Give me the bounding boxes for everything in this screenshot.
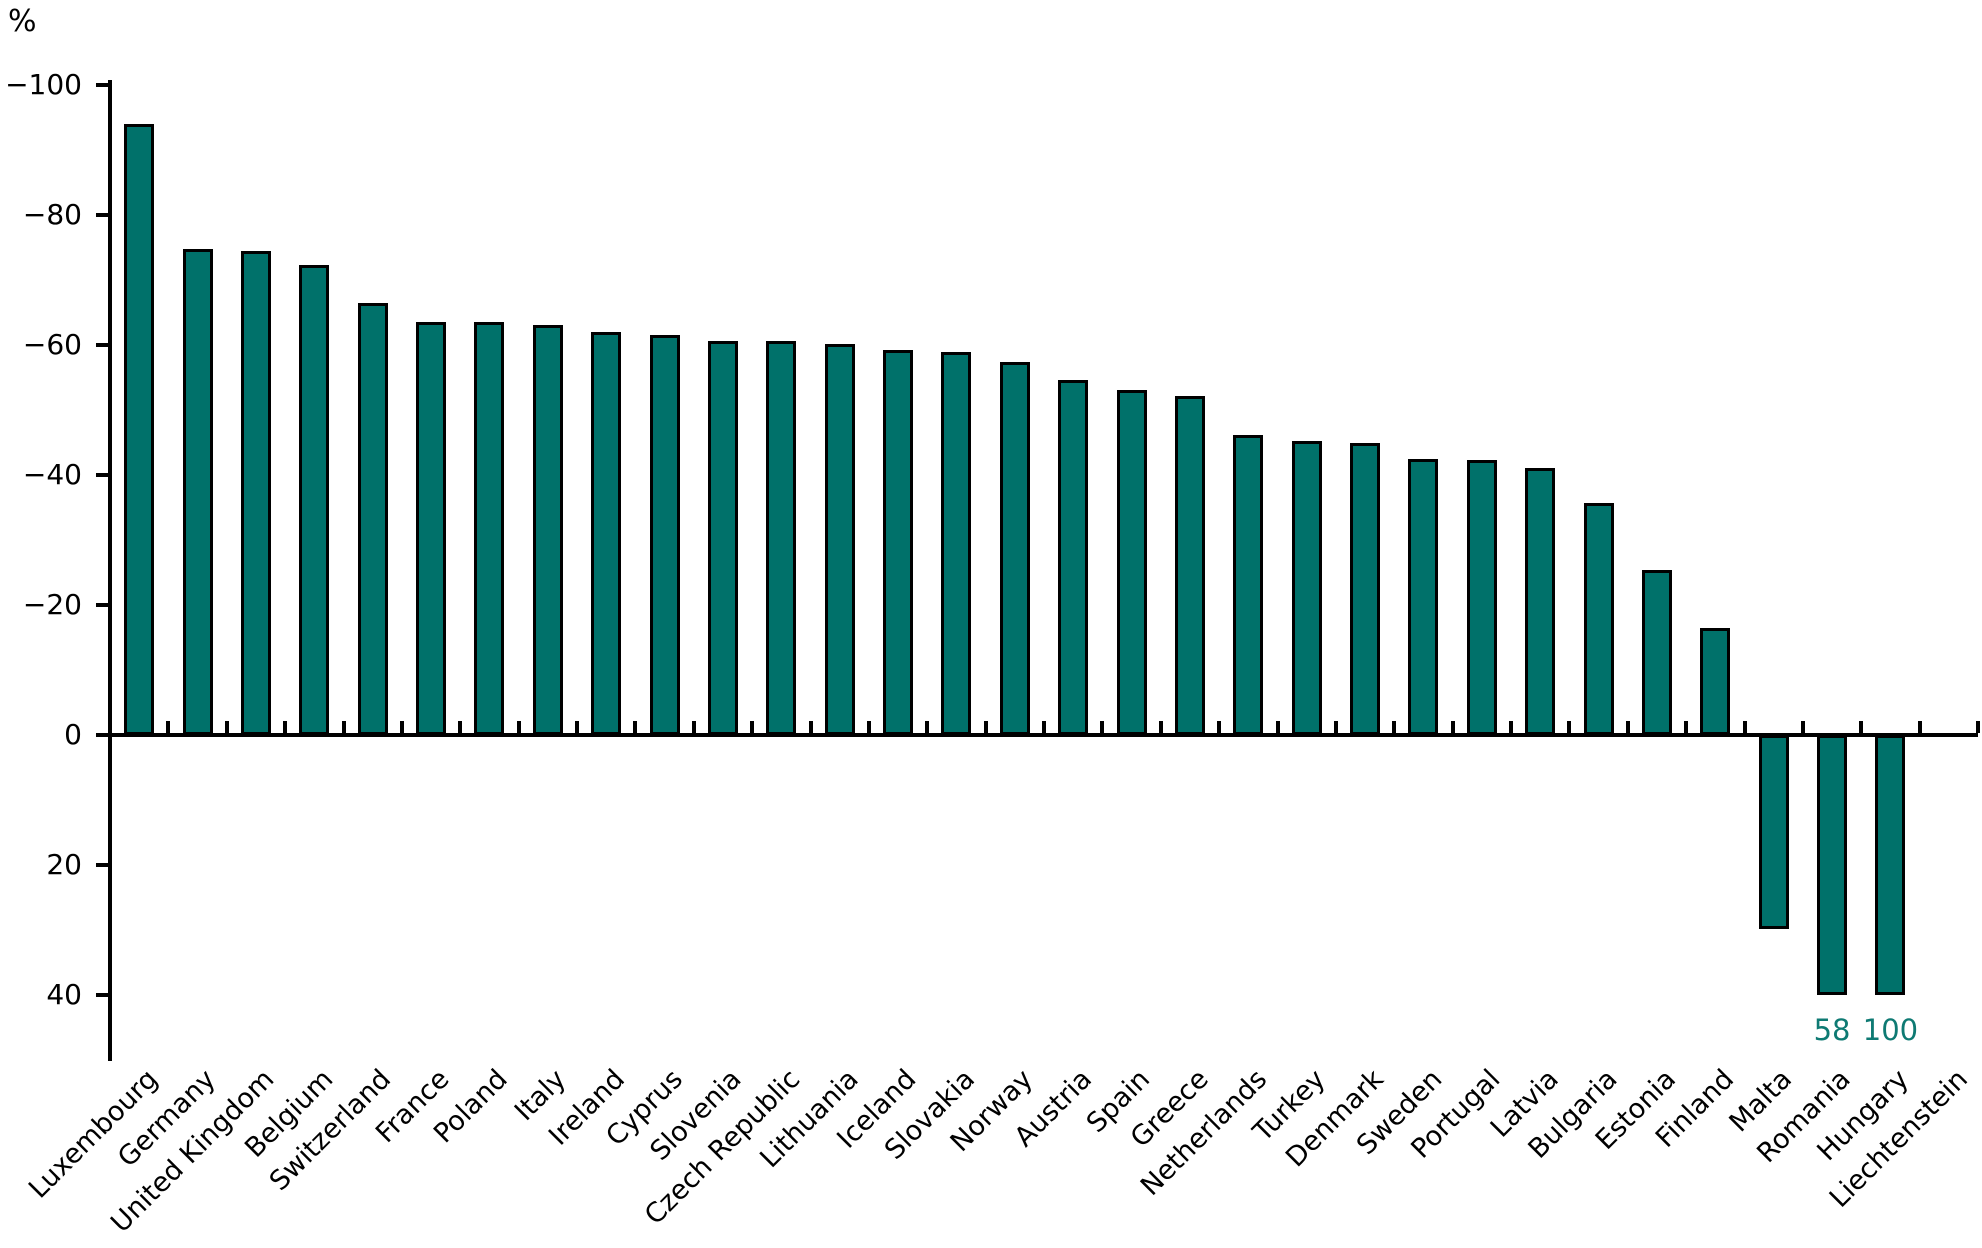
x-axis-tick	[458, 721, 463, 733]
y-axis-tick	[96, 733, 110, 737]
bar-estonia	[1641, 569, 1672, 735]
y-axis-tick-label: −60	[22, 328, 82, 361]
y-axis-tick	[96, 863, 110, 867]
clipped-value-label-romania: 58	[1813, 1013, 1851, 1047]
y-axis-unit-label: %	[8, 4, 37, 39]
x-axis-tick	[1684, 721, 1689, 733]
x-axis-line	[110, 733, 1978, 737]
bar-spain	[1116, 389, 1147, 735]
x-axis-tick	[1042, 721, 1046, 733]
bar-latvia	[1525, 467, 1556, 735]
bar-turkey	[1291, 440, 1322, 735]
y-axis-tick-label: −80	[22, 198, 82, 231]
x-axis-tick	[1567, 721, 1572, 733]
x-axis-tick	[1275, 721, 1280, 733]
bar-slovenia	[707, 341, 738, 735]
x-axis-tick	[224, 721, 229, 733]
x-axis-tick	[283, 721, 288, 733]
y-axis-tick-label: −20	[22, 588, 82, 621]
bar-iceland	[883, 350, 914, 735]
x-axis-tick	[983, 721, 988, 733]
bar-cyprus	[649, 335, 680, 735]
clipped-value-label-hungary: 100	[1862, 1013, 1919, 1047]
bar-belgium	[299, 265, 330, 735]
bar-czech-republic	[766, 341, 797, 735]
bar-netherlands	[1233, 434, 1264, 735]
x-axis-tick	[1217, 721, 1222, 733]
bar-greece	[1174, 395, 1205, 735]
bar-sweden	[1408, 458, 1439, 735]
bar-finland	[1700, 627, 1731, 735]
bar-ireland	[591, 332, 622, 735]
bar-lithuania	[824, 344, 855, 735]
y-axis-tick	[96, 343, 110, 347]
x-axis-tick	[1625, 721, 1630, 733]
x-axis-tick	[166, 721, 171, 733]
y-axis-tick	[96, 213, 110, 217]
y-axis-tick	[96, 83, 110, 87]
y-axis-tick-label: −40	[22, 458, 82, 491]
x-axis-tick	[1976, 721, 1980, 733]
y-axis-tick-label: −100	[5, 68, 82, 101]
x-axis-tick	[691, 721, 696, 733]
bar-portugal	[1466, 460, 1497, 735]
x-axis-tick	[1158, 721, 1163, 733]
y-axis-tick-label: 0	[64, 718, 82, 751]
y-axis-tick	[96, 603, 110, 607]
bar-united-kingdom	[240, 250, 271, 735]
x-axis-tick	[750, 721, 755, 733]
bar-poland	[474, 322, 505, 735]
x-axis-tick	[1392, 721, 1397, 733]
bar-germany	[182, 248, 213, 735]
x-axis-tick	[633, 721, 638, 733]
bar-norway	[999, 361, 1030, 735]
y-axis-tick-label: 40	[46, 978, 82, 1011]
bar-denmark	[1350, 442, 1381, 735]
bar-romania	[1817, 735, 1848, 995]
x-axis-tick	[1450, 721, 1455, 733]
x-axis-tick	[1509, 721, 1513, 733]
x-axis-tick	[808, 721, 813, 733]
x-axis-tick	[1100, 721, 1105, 733]
x-axis-tick	[1333, 721, 1338, 733]
bar-france	[416, 322, 447, 735]
bar-italy	[532, 324, 563, 735]
y-axis-line	[108, 80, 112, 1061]
bar-slovakia	[941, 352, 972, 735]
y-axis-tick	[96, 993, 110, 997]
bar-austria	[1058, 380, 1089, 735]
bar-bulgaria	[1583, 502, 1614, 735]
x-axis-tick	[866, 721, 871, 733]
x-axis-tick	[1859, 721, 1864, 733]
x-axis-tick	[1800, 721, 1805, 733]
x-axis-tick	[516, 721, 521, 733]
x-axis-tick	[1917, 721, 1922, 733]
x-axis-tick	[575, 721, 579, 733]
bar-malta	[1758, 735, 1789, 929]
x-axis-tick	[399, 721, 404, 733]
y-axis-tick	[96, 473, 110, 477]
x-axis-tick	[1742, 721, 1747, 733]
x-axis-tick	[925, 721, 930, 733]
x-axis-tick	[341, 721, 346, 733]
bar-luxembourg	[124, 124, 155, 735]
bar-hungary	[1875, 735, 1906, 995]
y-axis-tick-label: 20	[46, 848, 82, 881]
bar-switzerland	[357, 303, 388, 735]
